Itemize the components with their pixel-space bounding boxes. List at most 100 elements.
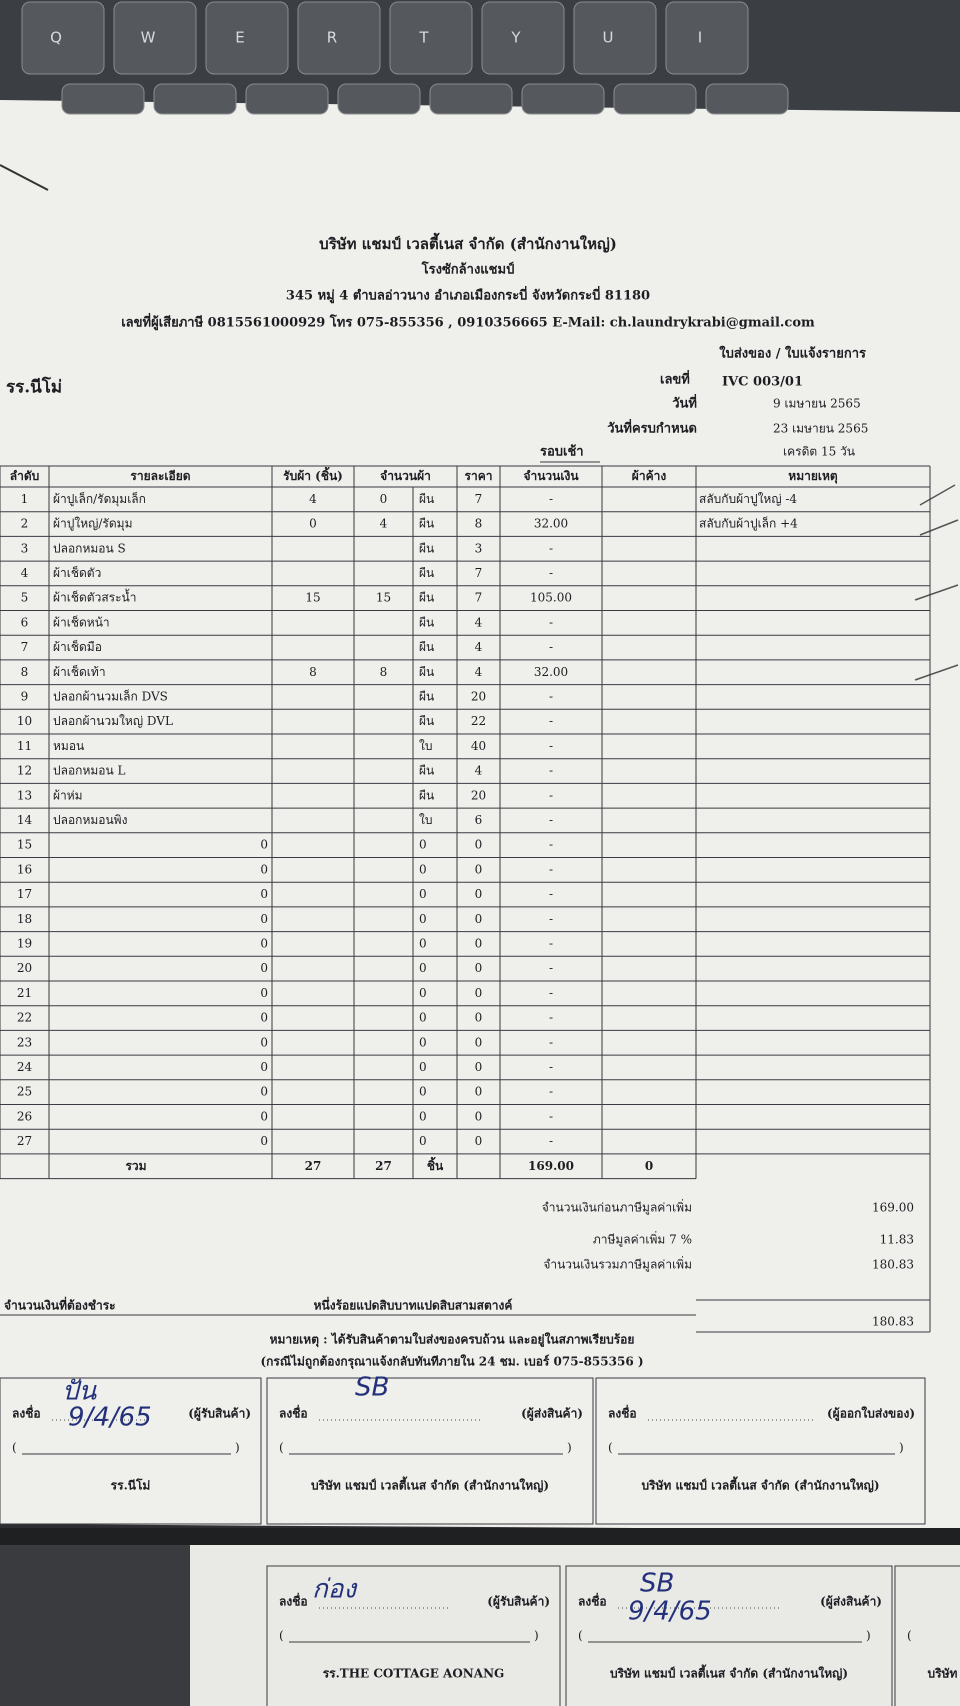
cell: 1: [21, 492, 29, 506]
note: หมายเหตุ : ได้รับสินค้าตามใบส่งของครบถ้ว…: [270, 1332, 635, 1348]
sign-label: ลงชื่อ: [608, 1405, 637, 1421]
item-name: ปลอกผ้านวมใหญ่ DVL: [53, 714, 173, 728]
cell: -: [549, 541, 553, 555]
key: [337, 83, 421, 115]
handwriting: 9/4/65: [628, 1597, 712, 1627]
cell: -: [549, 640, 553, 654]
doc-type: ใบส่งของ / ใบแจ้งรายการ: [719, 345, 866, 362]
cell: 7: [475, 566, 483, 580]
cell: -: [549, 714, 553, 728]
cell: 16: [17, 862, 32, 876]
remark: สลับกับผ้าปูใหญ่ -4: [699, 492, 797, 507]
paren: (: [12, 1441, 17, 1455]
cell: -: [549, 764, 553, 778]
cell: -: [549, 1060, 553, 1074]
cell: -: [549, 1085, 553, 1099]
organisation: บริษัท แชมป์ เวลตี้เนส จำกัด (สำนักงานให…: [641, 1476, 879, 1493]
column-header: ลำดับ: [10, 469, 40, 483]
role: (ผู้ออกใบส่งของ): [827, 1406, 915, 1422]
paren: (: [279, 1629, 284, 1643]
signature-box: [595, 1377, 926, 1525]
key-label: I: [698, 29, 702, 47]
key-label: R: [327, 29, 337, 47]
note: (กรณีไม่ถูกต้องกรุณาแจ้งกลับทันทีภายใน 2…: [260, 1354, 643, 1370]
cell: 32.00: [534, 517, 568, 531]
cell: -: [549, 961, 553, 975]
pen-stroke: [0, 164, 49, 191]
cell: 20: [471, 689, 486, 703]
summary-value: 11.83: [880, 1233, 914, 1247]
paren: ): [899, 1441, 904, 1455]
unit: ผืน: [419, 788, 434, 802]
item-name: ผ้าปูใหญ่/รัดมุม: [53, 517, 132, 532]
unit: 0: [419, 1060, 427, 1074]
total-cell: 27: [305, 1159, 322, 1173]
key-label: U: [603, 29, 614, 47]
unit: ผืน: [419, 764, 434, 778]
item-name: 0: [260, 961, 268, 975]
organisation: รร.นีโม่: [111, 1478, 151, 1493]
cell: 5: [21, 591, 29, 605]
paper-sheet: [0, 100, 960, 1530]
cell: 0: [475, 1035, 483, 1049]
signature-box: [266, 1565, 561, 1706]
unit: 0: [419, 912, 427, 926]
cell: 3: [21, 541, 29, 555]
cell: 6: [21, 615, 29, 629]
unit: 0: [419, 862, 427, 876]
sign-label: ลงชื่อ: [279, 1405, 308, 1421]
cell: -: [549, 1011, 553, 1025]
cell: 15: [17, 838, 32, 852]
paren: (: [907, 1629, 912, 1643]
amount-words: หนึ่งร้อยแปดสิบบาทแปดสิบสามสตางค์: [314, 1297, 513, 1313]
cell: 12: [17, 764, 32, 778]
sign-label: ลงชื่อ: [578, 1593, 607, 1609]
cell: -: [549, 838, 553, 852]
total-label: รวม: [125, 1159, 146, 1173]
total-cell: 27: [375, 1159, 392, 1173]
paren: (: [608, 1441, 613, 1455]
item-name: 0: [260, 1035, 268, 1049]
round: รอบเช้า: [540, 444, 584, 460]
organisation: รร.THE COTTAGE AONANG: [323, 1667, 505, 1681]
cell: -: [549, 566, 553, 580]
key-label: E: [235, 29, 244, 47]
summary-label: ภาษีมูลค่าเพิ่ม 7 %: [593, 1231, 692, 1248]
role: (ผู้ส่งสินค้า): [521, 1407, 583, 1422]
cell: 10: [17, 714, 32, 728]
unit: ผืน: [419, 591, 434, 605]
cell: 4: [380, 517, 388, 531]
handwriting: 9/4/65: [68, 1403, 152, 1433]
unit: 0: [419, 1085, 427, 1099]
item-name: ผ้าเช็ดมือ: [53, 639, 102, 654]
paren: (: [578, 1629, 583, 1643]
cell: 20: [471, 788, 486, 802]
cell: 0: [475, 1109, 483, 1123]
key: [573, 1, 657, 75]
item-name: ผ้าเช็ดตัว: [53, 565, 101, 580]
sign-label: ลงชื่อ: [279, 1593, 308, 1609]
key: [389, 1, 473, 75]
key: [153, 83, 237, 115]
paren: ): [866, 1629, 871, 1643]
role: (ผู้ส่งสินค้า): [820, 1595, 882, 1610]
unit: 0: [419, 961, 427, 975]
sign-label: ลงชื่อ: [12, 1405, 41, 1421]
column-header: จำนวนเงิน: [523, 469, 579, 483]
cell: 0: [475, 986, 483, 1000]
unit: ผืน: [419, 566, 434, 580]
column-header: รายละเอียด: [130, 469, 190, 483]
cell: -: [549, 1109, 553, 1123]
item-name: ปลอกผ้านวมเล็ก DVS: [53, 688, 168, 703]
key: [245, 83, 329, 115]
cell: 4: [475, 640, 483, 654]
unit: ใบ: [419, 813, 432, 827]
role: (ผู้รับสินค้า): [487, 1595, 550, 1610]
unit: ผืน: [419, 517, 434, 531]
cell: -: [549, 615, 553, 629]
cell: 8: [380, 665, 388, 679]
unit: ผืน: [419, 665, 434, 679]
organisation: บริษัท: [928, 1667, 958, 1681]
cell: -: [549, 986, 553, 1000]
